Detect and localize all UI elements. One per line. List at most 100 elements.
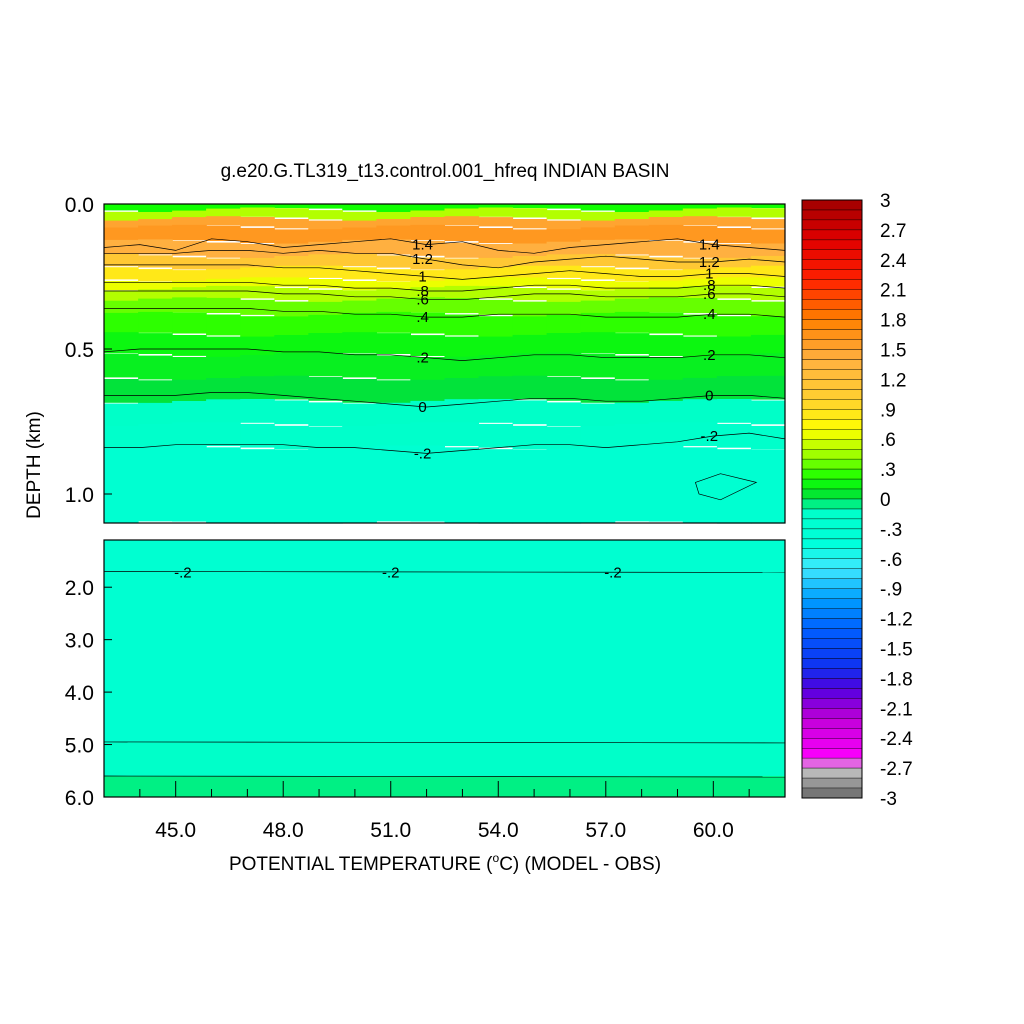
colorbar-label: .9	[880, 400, 896, 421]
upper-cell	[716, 244, 752, 260]
colorbar-swatch	[801, 229, 863, 241]
contour-label: -.2	[604, 564, 622, 581]
upper-cell	[376, 311, 411, 333]
upper-cell	[274, 208, 309, 218]
colorbar-swatch	[801, 359, 863, 370]
upper-cell	[206, 297, 241, 313]
upper-cell	[104, 280, 139, 291]
upper-cell	[716, 228, 752, 244]
upper-cell	[172, 280, 207, 291]
upper-cell	[444, 336, 480, 358]
contour-label: 1	[705, 266, 713, 283]
colorbar-label: 0	[880, 490, 891, 511]
upper-cell	[308, 377, 343, 401]
upper-cell	[410, 204, 445, 213]
upper-cell	[512, 425, 548, 450]
upper-cell	[376, 225, 411, 241]
upper-cell	[308, 352, 343, 377]
colorbar-swatch	[801, 688, 863, 699]
upper-cell	[240, 257, 275, 271]
upper-cell	[104, 446, 139, 523]
upper-cell	[682, 422, 718, 447]
chart-title: g.e20.G.TL319_t13.control.001_hfreq INDI…	[221, 161, 670, 182]
upper-cell	[648, 217, 684, 227]
upper-cell	[682, 226, 718, 242]
x-axis-title-sup: o	[493, 851, 500, 865]
contour-line	[104, 432, 786, 454]
upper-cell	[240, 204, 275, 210]
contour-label: .8	[416, 283, 429, 300]
upper-cell	[716, 204, 752, 210]
upper-cell	[308, 241, 343, 257]
colorbar-swatch	[801, 488, 863, 500]
upper-cell	[716, 423, 752, 448]
upper-cell	[716, 299, 752, 315]
upper-cell	[444, 314, 480, 336]
upper-cell	[240, 277, 275, 287]
colorbar-swatch	[801, 648, 863, 659]
upper-cell	[376, 204, 411, 213]
colorbar-label: -2.7	[880, 759, 913, 780]
upper-cell	[614, 333, 650, 354]
upper-cell	[172, 270, 207, 283]
upper-cell	[750, 316, 786, 338]
colorbar-swatch	[801, 598, 863, 609]
upper-cell	[648, 240, 684, 256]
colorbar-swatch	[801, 518, 863, 530]
upper-cell	[274, 375, 309, 400]
contour-label: .2	[416, 350, 429, 367]
upper-cell	[512, 449, 548, 524]
upper-cell	[512, 229, 548, 245]
colorbar-swatch	[801, 678, 863, 689]
upper-cell	[444, 447, 480, 524]
upper-cell	[376, 281, 411, 291]
upper-cell	[138, 445, 173, 522]
colorbar-label: -2.1	[880, 699, 913, 720]
upper-cell	[716, 399, 752, 423]
upper-cell	[104, 254, 139, 267]
upper-cell	[682, 216, 718, 226]
axes: 0.0 0.5 1.0 2.0 3.0 4.0 5.0 6.0 45.0 48.0 51.0 54.0…	[65, 194, 786, 842]
upper-cell	[342, 227, 377, 243]
colorbar-label: 2.7	[880, 221, 906, 242]
upper-cell	[444, 298, 480, 314]
x-axis-title-prefix: POTENTIAL TEMPERATURE (	[229, 854, 493, 875]
colorbar-swatch	[801, 578, 863, 589]
upper-cell	[546, 377, 582, 401]
upper-cell	[376, 445, 411, 522]
upper-cell	[138, 402, 173, 427]
upper-cell	[172, 445, 207, 522]
colorbar-swatch	[801, 628, 863, 639]
upper-cell	[750, 208, 786, 218]
upper-cell	[614, 212, 650, 222]
upper-cell	[444, 285, 480, 299]
colorbar-swatch	[801, 588, 863, 599]
upper-cell	[648, 422, 684, 447]
upper-cell	[376, 289, 411, 302]
upper-cell	[206, 278, 241, 289]
upper-cell	[308, 229, 343, 245]
colorbar-swatch	[801, 419, 863, 430]
colorbar-swatch	[801, 458, 863, 470]
upper-cell	[444, 278, 480, 288]
upper-cell	[410, 240, 445, 256]
upper-cell	[478, 267, 514, 280]
upper-cell	[206, 336, 241, 358]
upper-cell	[580, 220, 616, 230]
upper-cell	[274, 425, 309, 450]
upper-cell	[546, 448, 582, 524]
upper-cell	[308, 314, 343, 336]
upper-cell	[342, 425, 377, 450]
upper-cell	[648, 297, 684, 313]
upper-cell	[240, 316, 275, 338]
upper-cell	[580, 332, 616, 354]
upper-cell	[716, 207, 752, 217]
upper-cell	[240, 299, 275, 315]
upper-cell	[274, 229, 309, 245]
upper-cell	[104, 353, 139, 378]
upper-cell	[410, 312, 445, 334]
upper-cell	[206, 447, 241, 524]
upper-cell	[172, 379, 207, 404]
colorbar-label: -1.2	[880, 610, 913, 631]
upper-cell	[274, 335, 309, 356]
